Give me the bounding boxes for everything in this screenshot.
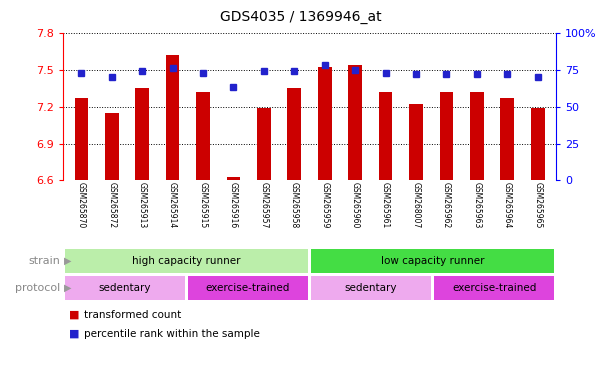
Bar xyxy=(135,88,149,180)
Text: GSM265957: GSM265957 xyxy=(260,182,269,229)
Bar xyxy=(166,55,180,180)
Text: ▶: ▶ xyxy=(64,256,72,266)
Bar xyxy=(105,113,118,180)
Bar xyxy=(531,108,545,180)
Bar xyxy=(311,249,555,273)
Bar xyxy=(64,249,308,273)
Text: ▶: ▶ xyxy=(64,283,72,293)
Text: exercise-trained: exercise-trained xyxy=(206,283,290,293)
Text: GSM265913: GSM265913 xyxy=(138,182,147,229)
Bar xyxy=(287,88,301,180)
Text: ■: ■ xyxy=(69,310,79,320)
Bar xyxy=(75,98,88,180)
Text: GSM265870: GSM265870 xyxy=(77,182,86,229)
Bar xyxy=(439,92,453,180)
Text: high capacity runner: high capacity runner xyxy=(132,256,240,266)
Text: GSM265962: GSM265962 xyxy=(442,182,451,229)
Text: GSM265961: GSM265961 xyxy=(381,182,390,229)
Bar xyxy=(227,177,240,180)
Bar xyxy=(318,67,332,180)
Text: GSM265914: GSM265914 xyxy=(168,182,177,229)
Text: exercise-trained: exercise-trained xyxy=(452,283,537,293)
Text: percentile rank within the sample: percentile rank within the sample xyxy=(84,329,260,339)
Text: GSM265963: GSM265963 xyxy=(472,182,481,229)
Bar xyxy=(188,276,308,300)
Bar xyxy=(470,92,484,180)
Bar xyxy=(379,92,392,180)
Bar xyxy=(434,276,555,300)
Text: sedentary: sedentary xyxy=(99,283,151,293)
Text: GSM265960: GSM265960 xyxy=(350,182,359,229)
Bar xyxy=(257,108,270,180)
Text: transformed count: transformed count xyxy=(84,310,182,320)
Text: GSM265965: GSM265965 xyxy=(533,182,542,229)
Bar xyxy=(196,92,210,180)
Text: strain: strain xyxy=(28,256,60,266)
Text: GSM265958: GSM265958 xyxy=(290,182,299,229)
Text: GSM265964: GSM265964 xyxy=(503,182,511,229)
Text: GSM265959: GSM265959 xyxy=(320,182,329,229)
Text: GSM265872: GSM265872 xyxy=(108,182,116,228)
Text: GDS4035 / 1369946_at: GDS4035 / 1369946_at xyxy=(220,10,381,23)
Bar xyxy=(501,98,514,180)
Text: protocol: protocol xyxy=(15,283,60,293)
Text: GSM265915: GSM265915 xyxy=(198,182,207,229)
Bar xyxy=(311,276,432,300)
Text: sedentary: sedentary xyxy=(345,283,397,293)
Text: ■: ■ xyxy=(69,329,79,339)
Text: GSM265916: GSM265916 xyxy=(229,182,238,229)
Text: GSM268007: GSM268007 xyxy=(412,182,421,229)
Bar xyxy=(64,276,185,300)
Text: low capacity runner: low capacity runner xyxy=(381,256,484,266)
Bar xyxy=(349,65,362,180)
Bar xyxy=(409,104,423,180)
